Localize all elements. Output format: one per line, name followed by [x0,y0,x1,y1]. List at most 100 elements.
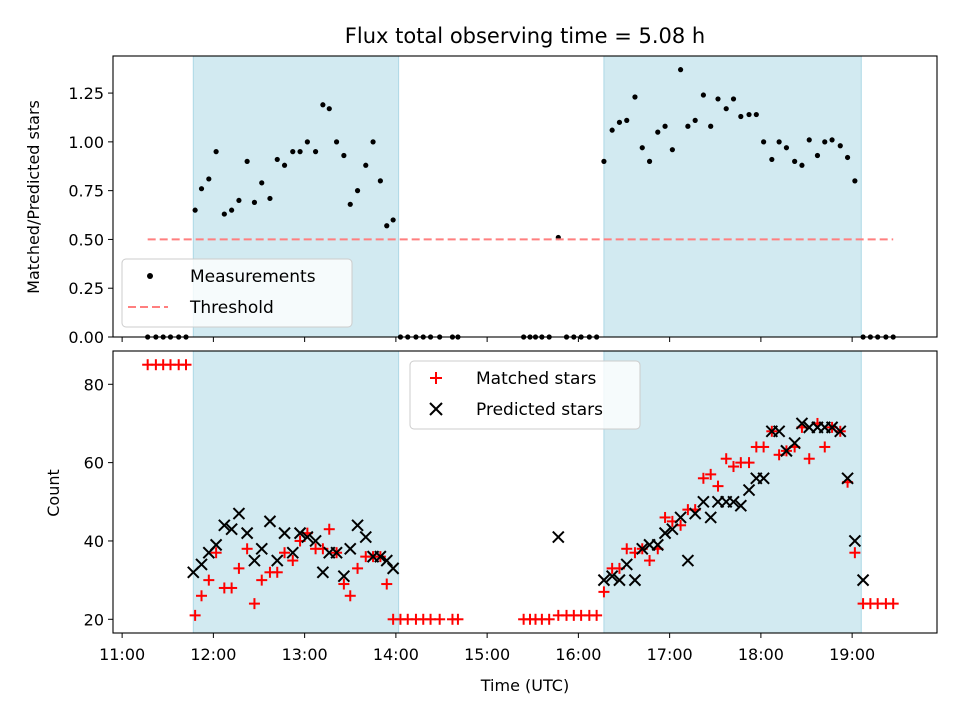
data-point-b [697,495,710,508]
data-point [271,554,284,567]
x-tick-label: 17:00 [647,645,693,664]
legend-marker [429,402,443,416]
data-point [359,530,372,544]
data-point [697,495,710,508]
data-point [742,483,756,497]
data-point-b [209,538,223,552]
data-point-b [330,546,343,559]
data-point [281,162,288,168]
data-point [639,145,645,151]
data-point [681,554,695,567]
data-point [758,441,770,453]
data-point [887,598,899,610]
data-point-b [688,507,702,520]
data-point-b [757,472,770,485]
data-point [312,149,319,155]
data-point-b [704,511,717,524]
data-point [263,515,277,528]
data-point-b [380,554,393,567]
data-point [434,613,446,625]
data-point [293,526,307,540]
data-point [720,453,732,465]
data-point-b [841,472,854,485]
y-tick-label: 1.25 [68,84,104,103]
data-point [206,176,212,182]
data-point [598,586,610,598]
data-point-b [681,554,695,567]
top-panel: Flux total observing time = 5.08 h 0.000… [24,24,938,347]
data-point-b [651,538,664,552]
data-point [244,158,250,164]
y-tick-label: 0.00 [68,328,104,347]
data-point-b [351,519,364,532]
legend-label: Threshold [189,298,274,318]
data-point [338,578,350,590]
data-point [792,158,798,164]
data-point [621,543,633,555]
data-point [712,480,724,492]
data-point [210,547,222,559]
data-point [814,152,821,159]
data-point [666,523,679,536]
data-point [783,145,790,151]
data-point-b [278,526,291,540]
data-point [320,102,326,108]
data-point [655,129,661,135]
data-point-b [301,530,314,544]
data-point [229,207,235,213]
bottom-y-axis-label: Count [44,469,63,517]
data-point-b [240,526,254,540]
data-point [834,425,847,438]
data-point [248,554,261,567]
data-point-b [856,573,870,587]
data-point [241,543,253,555]
data-point [803,453,815,465]
data-point [769,156,775,163]
legend-box [121,258,353,328]
data-point [309,534,322,548]
data-point [616,119,623,125]
data-point [330,546,343,559]
data-point [198,186,205,192]
data-point [651,538,664,552]
axes-frame [112,350,938,634]
data-point [674,511,687,524]
data-point-b [195,558,208,571]
data-point-b [848,534,862,548]
data-point [213,149,219,155]
shaded-span-1 [603,350,862,634]
data-point [248,598,260,610]
data-point [189,609,201,621]
x-tick-label: 18:00 [738,645,784,664]
x-tick-label: 15:00 [464,645,510,664]
data-point [609,127,615,133]
data-point-b [359,530,372,544]
y-tick-label: 80 [84,375,104,394]
data-point [351,519,364,532]
data-point [620,558,633,571]
data-point [692,117,698,123]
legend-top: Measurements Threshold [121,258,353,328]
data-point [347,201,353,207]
data-point-b [658,526,672,540]
data-point [727,495,740,508]
data-point [236,197,242,204]
data-point-b [825,421,839,434]
data-point [601,158,607,164]
data-point [662,123,668,129]
data-point [738,113,744,120]
data-point-b [293,526,307,540]
data-point [203,574,215,586]
data-point [730,96,737,102]
legend-box [409,360,641,430]
data-point [795,417,809,430]
series-bottom-0 [142,359,899,625]
data-point [659,511,671,523]
data-point [628,573,642,587]
data-point [209,538,223,552]
data-point-b [795,417,809,430]
data-point-b [374,550,387,563]
data-point [799,162,805,168]
x-tick-label: 12:00 [190,645,236,664]
